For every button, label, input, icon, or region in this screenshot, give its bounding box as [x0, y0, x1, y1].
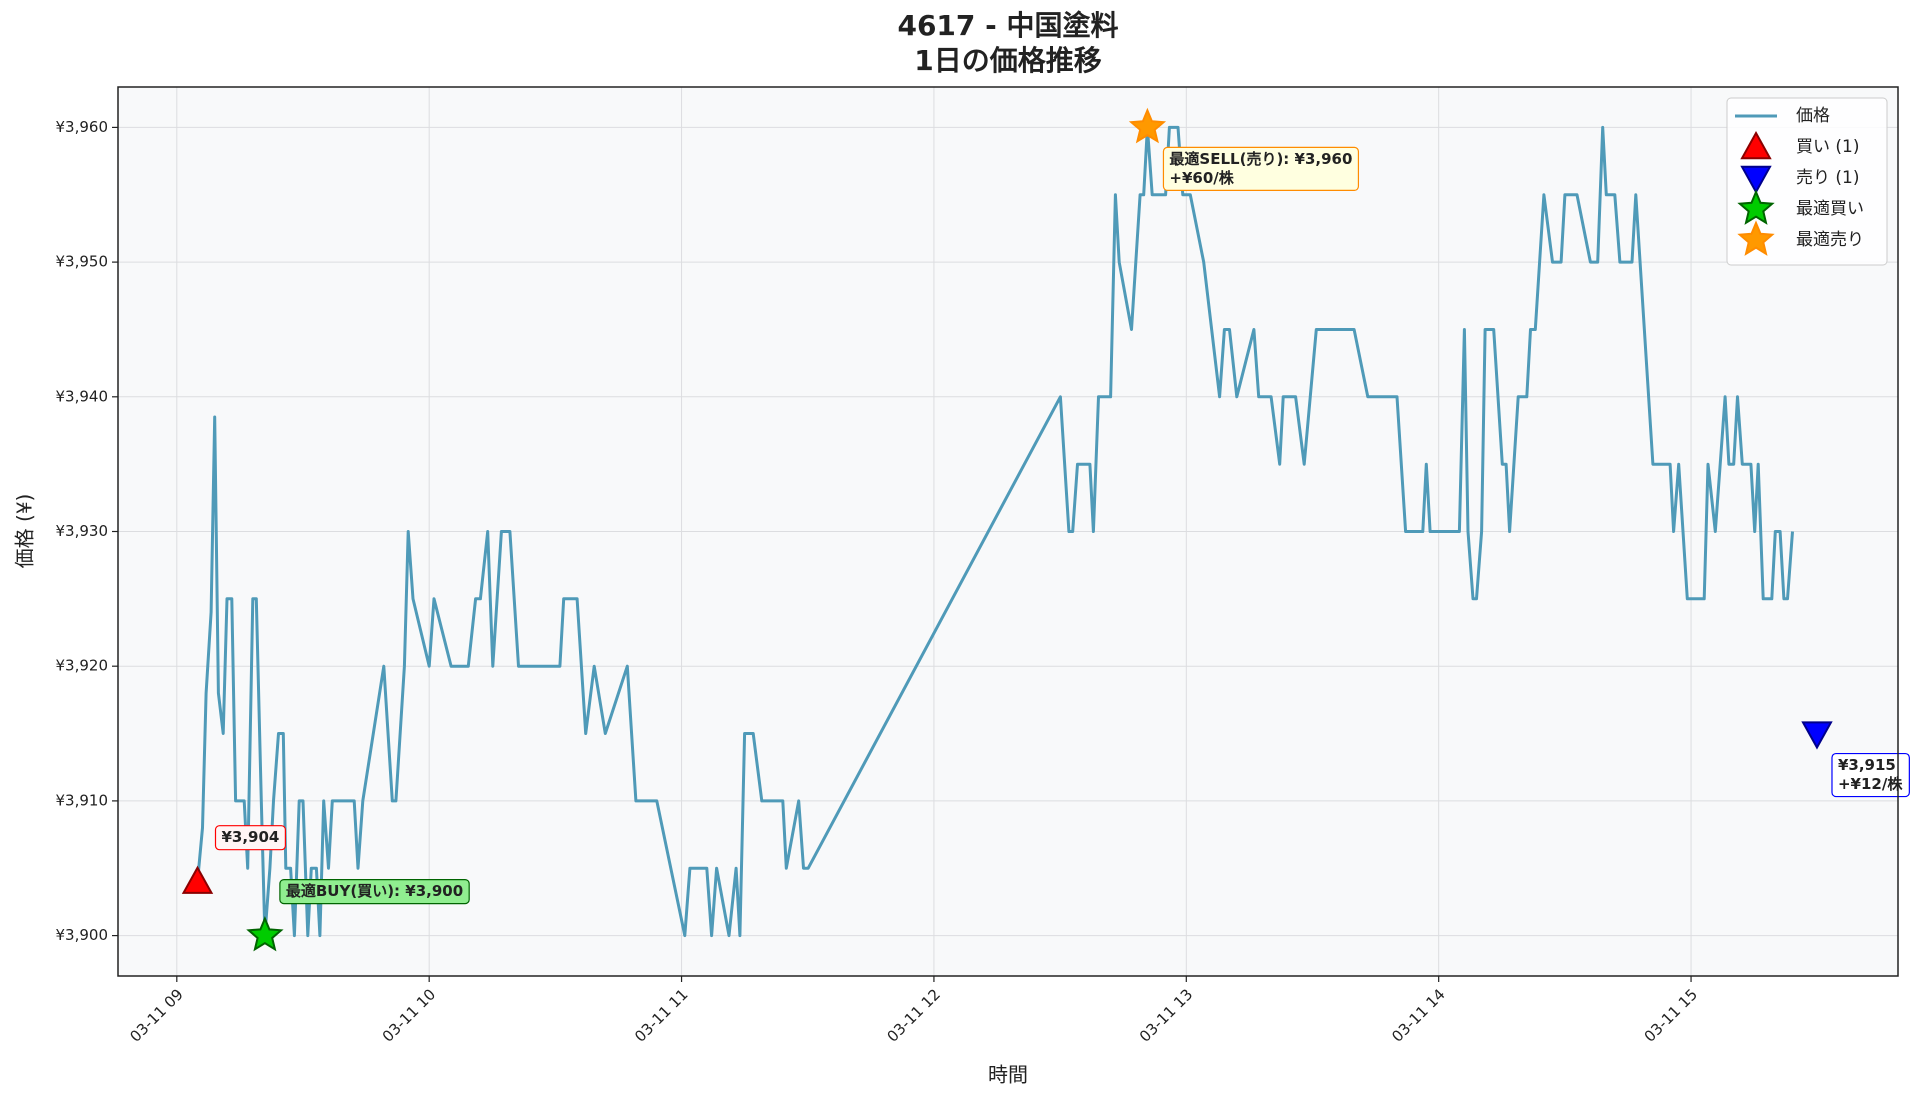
price-line: [196, 125, 1794, 938]
annotation-text: +¥12/株: [1838, 775, 1903, 793]
legend-label: 最適買い: [1796, 199, 1864, 219]
legend-swatch: [1737, 189, 1775, 225]
chart-title: 4617 - 中国塗料: [897, 9, 1118, 42]
annotation-box: [1162, 146, 1360, 192]
legend-swatch: [1737, 220, 1775, 256]
y-tick-label: ¥3,920: [56, 657, 109, 675]
marker: [246, 916, 284, 952]
y-tick-label: ¥3,910: [56, 791, 109, 809]
annotation: ¥3,915+¥12/株: [1831, 752, 1910, 798]
x-tick-label: 03-11 12: [884, 985, 944, 1045]
x-axis-label: 時間: [988, 1063, 1028, 1087]
y-tick-label: ¥3,930: [56, 522, 109, 540]
y-axis-label: 価格 (¥): [13, 494, 37, 569]
x-tick-label: 03-11 10: [379, 985, 439, 1045]
y-tick-label: ¥3,960: [56, 118, 109, 136]
legend-swatch: [1740, 165, 1772, 195]
y-tick-label: ¥3,900: [56, 926, 109, 944]
grid: [118, 87, 1898, 976]
legend-label: 売り (1): [1796, 168, 1859, 188]
annotation: ¥3,904: [214, 825, 286, 851]
x-tick-label: 03-11 11: [631, 985, 691, 1045]
marker: [1128, 107, 1167, 144]
annotation-box: [214, 825, 286, 851]
legend-label: 最適売り: [1796, 230, 1864, 250]
marker: [1801, 721, 1833, 750]
annotation: 最適SELL(売り): ¥3,960+¥60/株: [1162, 146, 1360, 192]
chart-title: 1日の価格推移: [914, 44, 1101, 77]
x-tick-label: 03-11 14: [1388, 985, 1448, 1045]
y-tick-label: ¥3,940: [56, 387, 109, 405]
x-tick-label: 03-11 09: [126, 985, 186, 1045]
legend-label: 価格: [1796, 106, 1830, 126]
x-tick-label: 03-11 15: [1641, 985, 1701, 1045]
legend-swatch: [1740, 130, 1772, 160]
annotation-text: +¥60/株: [1169, 169, 1234, 187]
marker: [181, 865, 214, 894]
annotation-text: ¥3,904: [221, 828, 279, 846]
x-tick-label: 03-11 13: [1136, 985, 1196, 1045]
y-tick-label: ¥3,950: [56, 253, 109, 271]
annotation: 最適BUY(買い): ¥3,900: [279, 878, 470, 905]
annotation-text: 最適SELL(売り): ¥3,960: [1169, 150, 1352, 168]
annotation-text: 最適BUY(買い): ¥3,900: [286, 882, 463, 900]
legend-label: 買い (1): [1796, 137, 1859, 157]
annotation-box: [1831, 752, 1910, 798]
annotation-box: [279, 878, 470, 905]
annotation-text: ¥3,915: [1838, 756, 1896, 774]
